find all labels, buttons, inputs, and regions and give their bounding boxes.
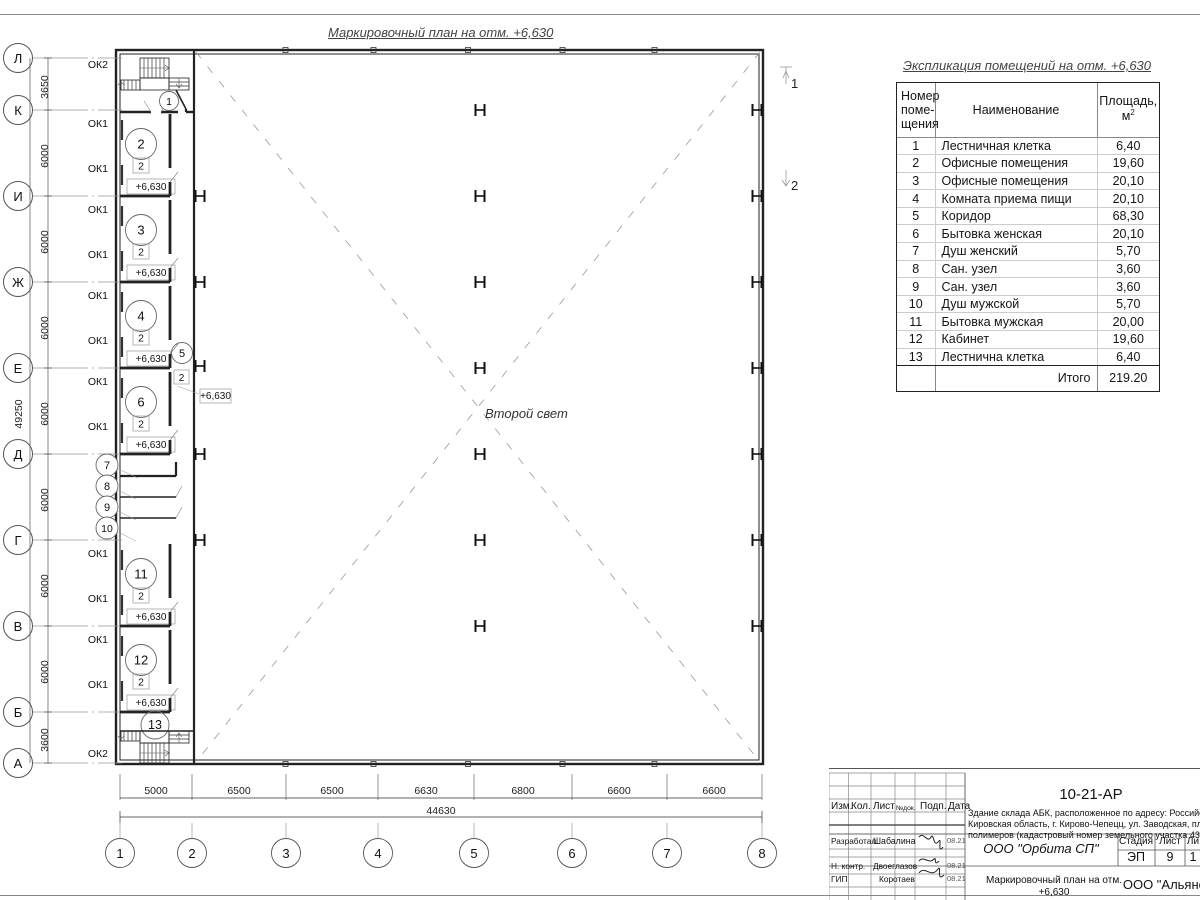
svg-text:6000: 6000 — [39, 574, 51, 598]
svg-text:6800: 6800 — [511, 785, 535, 797]
svg-text:ОК1: ОК1 — [88, 421, 108, 433]
svg-text:ОК1: ОК1 — [88, 118, 108, 130]
svg-text:1: 1 — [166, 96, 172, 108]
svg-text:+6,630: +6,630 — [200, 391, 231, 402]
svg-text:2: 2 — [138, 419, 144, 431]
svg-text:3: 3 — [137, 223, 144, 238]
svg-text:44630: 44630 — [426, 805, 455, 817]
svg-text:6000: 6000 — [39, 316, 51, 340]
svg-text:9: 9 — [104, 502, 110, 514]
svg-text:6000: 6000 — [39, 230, 51, 254]
svg-text:Л: Л — [14, 51, 23, 66]
svg-text:5: 5 — [470, 846, 477, 861]
svg-text:ОК2: ОК2 — [88, 748, 108, 760]
svg-text:ОК1: ОК1 — [88, 548, 108, 560]
svg-text:И: И — [13, 189, 22, 204]
svg-text:ОК1: ОК1 — [88, 163, 108, 175]
svg-text:ОК1: ОК1 — [88, 634, 108, 646]
svg-text:6600: 6600 — [702, 785, 726, 797]
svg-text:6000: 6000 — [39, 144, 51, 168]
svg-text:10: 10 — [101, 523, 113, 535]
svg-text:ОК1: ОК1 — [88, 335, 108, 347]
svg-text:2: 2 — [138, 591, 144, 603]
svg-text:49250: 49250 — [13, 399, 25, 428]
svg-text:Е: Е — [14, 361, 23, 376]
svg-text:6: 6 — [137, 395, 144, 410]
svg-text:7: 7 — [104, 460, 110, 472]
svg-text:5000: 5000 — [144, 785, 168, 797]
svg-text:Д: Д — [14, 447, 23, 462]
svg-text:+6,630: +6,630 — [136, 698, 167, 709]
svg-text:ОК1: ОК1 — [88, 376, 108, 388]
svg-text:Г: Г — [14, 533, 21, 548]
svg-text:2: 2 — [138, 333, 144, 345]
svg-text:1: 1 — [116, 846, 123, 861]
svg-text:6630: 6630 — [414, 785, 438, 797]
svg-text:ОК1: ОК1 — [88, 593, 108, 605]
svg-text:4: 4 — [374, 846, 381, 861]
svg-text:6000: 6000 — [39, 402, 51, 426]
svg-text:ОК1: ОК1 — [88, 204, 108, 216]
svg-text:8: 8 — [104, 481, 110, 493]
svg-text:12: 12 — [134, 653, 148, 668]
svg-text:3600: 3600 — [39, 728, 51, 752]
svg-text:7: 7 — [663, 846, 670, 861]
svg-text:ОК1: ОК1 — [88, 249, 108, 261]
svg-text:2: 2 — [188, 846, 195, 861]
svg-text:6500: 6500 — [227, 785, 251, 797]
svg-text:6: 6 — [568, 846, 575, 861]
svg-text:Б: Б — [14, 705, 23, 720]
svg-text:ОК1: ОК1 — [88, 679, 108, 691]
svg-text:2: 2 — [179, 373, 185, 384]
svg-text:2: 2 — [138, 161, 144, 173]
svg-text:6600: 6600 — [607, 785, 631, 797]
svg-text:13: 13 — [148, 718, 162, 732]
svg-text:2: 2 — [137, 137, 144, 152]
svg-text:8: 8 — [758, 846, 765, 861]
svg-text:3: 3 — [282, 846, 289, 861]
svg-text:А: А — [14, 756, 23, 771]
svg-text:Ж: Ж — [12, 275, 24, 290]
svg-text:+6,630: +6,630 — [136, 440, 167, 451]
svg-text:+6,630: +6,630 — [136, 182, 167, 193]
svg-text:2: 2 — [138, 677, 144, 689]
svg-text:6500: 6500 — [320, 785, 344, 797]
svg-text:6000: 6000 — [39, 660, 51, 684]
svg-text:+6,630: +6,630 — [136, 354, 167, 365]
svg-text:+6,630: +6,630 — [136, 612, 167, 623]
svg-text:5: 5 — [179, 348, 185, 360]
svg-text:4: 4 — [137, 309, 144, 324]
svg-text:1: 1 — [791, 76, 798, 91]
svg-text:6000: 6000 — [39, 488, 51, 512]
svg-text:11: 11 — [134, 567, 148, 582]
svg-text:Второй свет: Второй свет — [485, 406, 568, 421]
svg-text:2: 2 — [138, 247, 144, 259]
svg-text:К: К — [14, 103, 22, 118]
svg-text:В: В — [14, 619, 23, 634]
svg-text:ОК2: ОК2 — [88, 59, 108, 71]
svg-text:ОК1: ОК1 — [88, 290, 108, 302]
svg-text:3650: 3650 — [39, 75, 51, 99]
svg-text:2: 2 — [791, 178, 798, 193]
svg-text:+6,630: +6,630 — [136, 268, 167, 279]
